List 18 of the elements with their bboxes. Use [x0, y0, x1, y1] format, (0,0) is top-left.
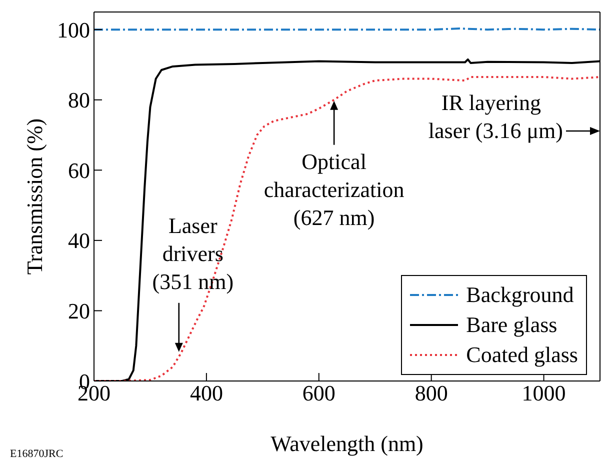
legend-label: Bare glass	[466, 311, 558, 339]
x-tick-label: 400	[190, 380, 223, 406]
x-axis-title: Wavelength (nm)	[270, 431, 424, 456]
legend-label: Coated glass	[466, 341, 578, 369]
x-tick-label: 600	[302, 380, 336, 406]
x-tick-label: 800	[414, 380, 448, 406]
legend-label: Background	[466, 281, 574, 309]
text: E16870JRC	[10, 448, 64, 459]
y-tick-label: 40	[68, 228, 90, 254]
y-tick-label: 80	[68, 88, 90, 113]
annotation: IR layering laser (3.16 μm)	[428, 90, 563, 143]
annotation: Optical characterization (627 nm)	[264, 148, 404, 230]
x-tick-label: 1000	[522, 380, 566, 406]
y-tick-label: 20	[68, 298, 90, 324]
y-tick-label: 60	[68, 158, 90, 183]
y-tick-label: 100	[57, 17, 90, 42]
y-axis-title: Transmission (%)	[22, 118, 47, 275]
annotation: Laser drivers (351 nm)	[152, 212, 234, 294]
